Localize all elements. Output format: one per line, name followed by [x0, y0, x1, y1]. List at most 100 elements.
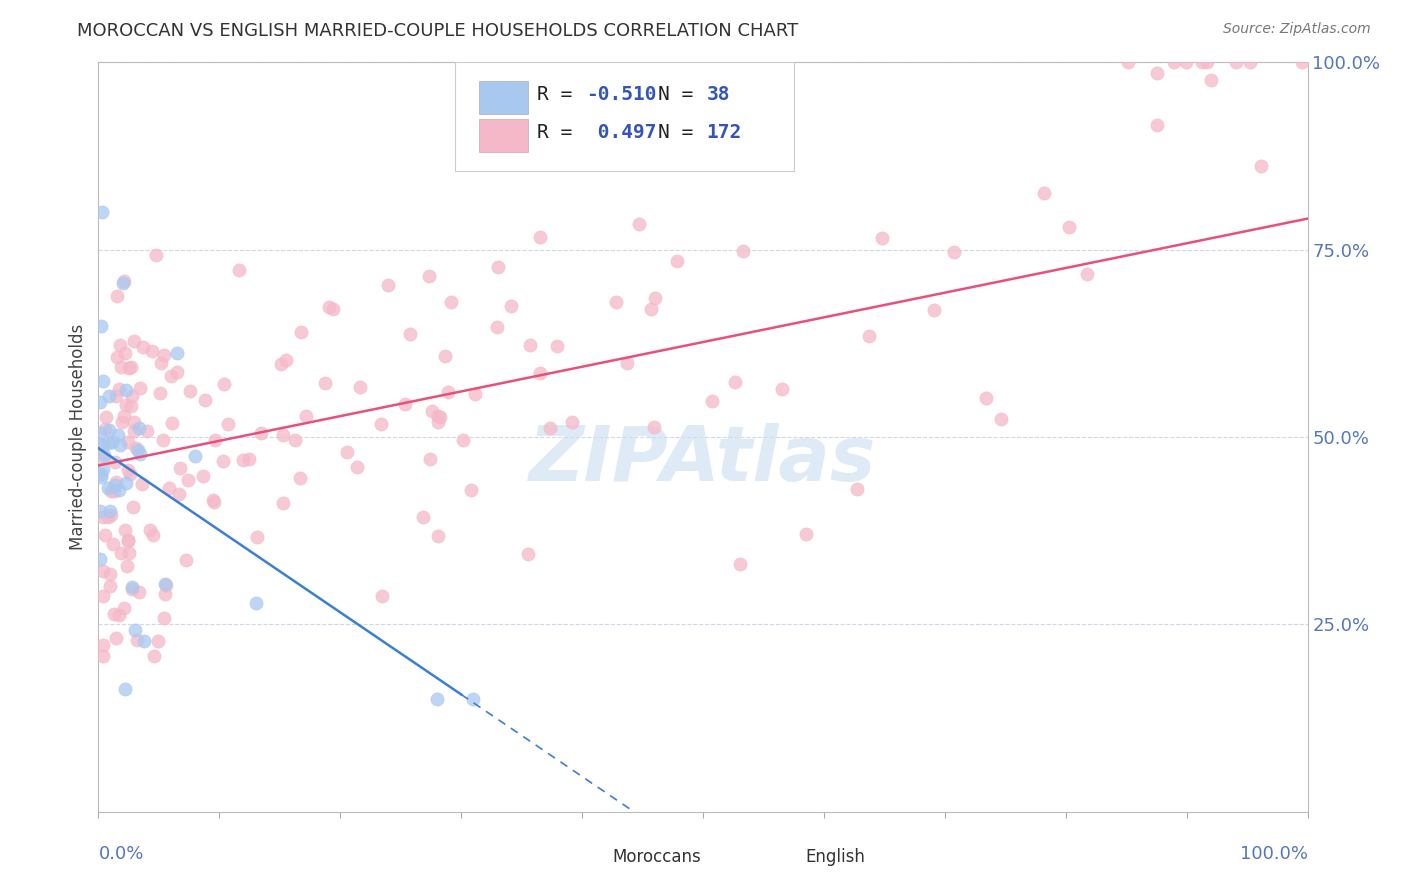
Point [105, 289, 128, 303]
Point [463, 692, 485, 706]
Point [91, 509, 114, 524]
Point [418, 268, 440, 283]
Point [990, 411, 1012, 425]
Point [232, 452, 254, 467]
Point [284, 434, 307, 448]
Point [191, 468, 214, 483]
Point [212, 454, 235, 468]
Point [98, 579, 121, 593]
Point [204, 433, 226, 447]
Text: 172: 172 [707, 122, 742, 142]
Point [770, 382, 793, 396]
Point [204, 495, 226, 509]
Text: 0.497: 0.497 [586, 122, 657, 142]
Point [194, 392, 217, 407]
Point [91, 450, 114, 465]
Point [433, 349, 456, 363]
Point [122, 500, 145, 514]
Point [336, 444, 359, 458]
FancyBboxPatch shape [479, 81, 527, 114]
Point [103, 484, 125, 499]
Point [153, 587, 176, 601]
Point [94, 410, 117, 425]
Point [643, 420, 665, 434]
Point [115, 476, 138, 491]
Point [98, 389, 121, 403]
Point [228, 262, 250, 277]
Point [858, 329, 880, 343]
Point [127, 443, 149, 458]
Point [89, 425, 111, 440]
Point [91, 638, 114, 652]
Point [166, 366, 188, 380]
FancyBboxPatch shape [737, 846, 785, 870]
Text: 0.0%: 0.0% [98, 846, 143, 863]
Point [290, 325, 312, 339]
Point [124, 334, 146, 348]
Point [184, 450, 207, 464]
FancyBboxPatch shape [555, 846, 603, 870]
Point [142, 528, 165, 542]
Point [112, 274, 135, 288]
Point [1239, 55, 1261, 70]
Point [665, 254, 688, 268]
Point [724, 376, 747, 390]
Point [100, 508, 122, 522]
Point [118, 467, 141, 481]
Point [179, 384, 201, 399]
Point [427, 415, 450, 429]
FancyBboxPatch shape [479, 119, 527, 152]
Point [97, 509, 120, 524]
Point [1175, 55, 1198, 70]
Point [91, 649, 114, 664]
Point [644, 291, 666, 305]
Point [318, 300, 340, 314]
Point [121, 580, 143, 594]
Point [117, 533, 139, 548]
Point [245, 596, 267, 610]
Point [125, 442, 148, 456]
Point [529, 367, 551, 381]
Point [104, 632, 127, 646]
Point [271, 428, 294, 442]
Text: 100.0%: 100.0% [1240, 846, 1308, 863]
Point [120, 359, 142, 374]
Point [110, 415, 132, 429]
Point [136, 424, 159, 438]
Point [132, 340, 155, 354]
FancyBboxPatch shape [456, 62, 793, 171]
Point [538, 421, 561, 435]
Point [217, 417, 239, 431]
Point [114, 523, 136, 537]
Point [108, 437, 131, 451]
Point [246, 530, 269, 544]
Point [1291, 55, 1313, 70]
Point [112, 409, 135, 423]
Text: -0.510: -0.510 [586, 85, 657, 104]
Point [922, 303, 945, 318]
Point [1197, 55, 1219, 70]
Point [100, 484, 122, 499]
Point [117, 463, 139, 477]
Point [89, 394, 111, 409]
Point [160, 368, 183, 383]
Point [128, 585, 150, 599]
Point [90, 470, 112, 484]
Point [1163, 55, 1185, 70]
Point [426, 692, 449, 706]
Point [427, 409, 450, 423]
Point [103, 607, 125, 621]
Point [517, 547, 540, 561]
Point [149, 356, 172, 370]
Text: 38: 38 [707, 85, 730, 104]
Point [94, 422, 117, 436]
Point [115, 383, 138, 397]
Point [121, 388, 143, 402]
Point [91, 564, 114, 578]
Point [122, 424, 145, 438]
Point [728, 558, 751, 572]
Point [270, 357, 292, 371]
Point [91, 439, 114, 453]
Point [561, 415, 583, 429]
Point [128, 381, 150, 395]
